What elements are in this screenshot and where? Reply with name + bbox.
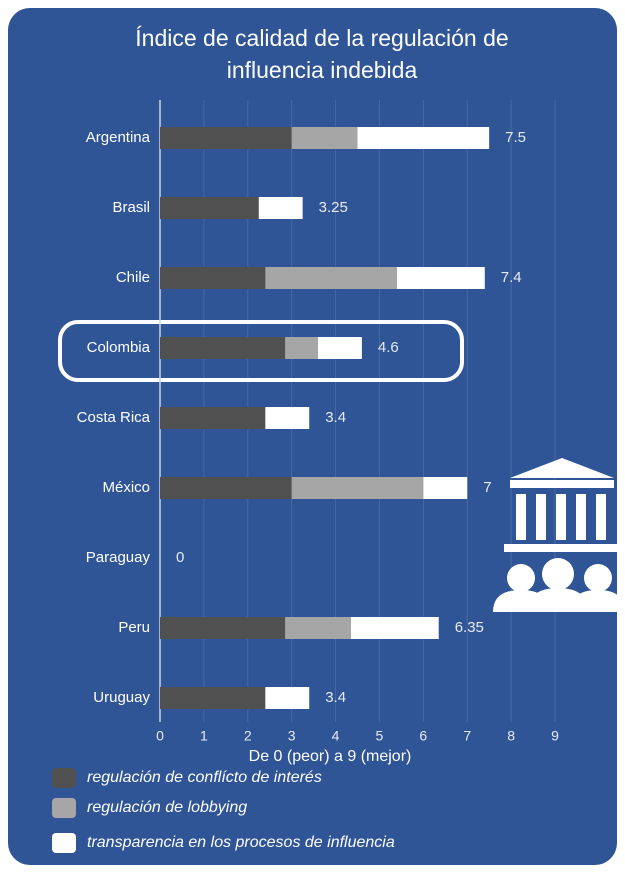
y-tick-label: Argentina bbox=[86, 129, 151, 146]
legend-swatch bbox=[52, 798, 76, 818]
legend-label: regulación de lobbying bbox=[87, 799, 247, 816]
y-tick-label: Chile bbox=[116, 269, 150, 286]
y-tick-label: Costa Rica bbox=[77, 409, 151, 426]
bar-segment bbox=[291, 127, 358, 149]
legend-label: regulación de conflícto de interés bbox=[87, 769, 322, 786]
bar-segment bbox=[357, 127, 490, 149]
value-label: 7 bbox=[483, 479, 491, 496]
bar-segment bbox=[265, 407, 310, 429]
bar-segment bbox=[160, 197, 259, 219]
bar-segment bbox=[258, 197, 303, 219]
value-label: 0 bbox=[176, 549, 184, 566]
y-tick-label: Brasil bbox=[112, 199, 150, 216]
x-tick-label: 3 bbox=[288, 728, 296, 744]
bar-segment bbox=[160, 687, 266, 709]
y-tick-label: Colombia bbox=[87, 339, 151, 356]
x-tick-label: 2 bbox=[244, 728, 252, 744]
value-label: 3.25 bbox=[319, 199, 348, 216]
legend-label: transparencia en los procesos de influen… bbox=[87, 834, 395, 851]
x-tick-label: 6 bbox=[419, 728, 427, 744]
bar-segment bbox=[285, 337, 318, 359]
x-tick-label: 5 bbox=[376, 728, 384, 744]
value-label: 4.6 bbox=[378, 339, 399, 356]
value-label: 6.35 bbox=[455, 619, 484, 636]
x-tick-label: 0 bbox=[156, 728, 164, 744]
value-label: 3.4 bbox=[325, 689, 346, 706]
bar-segment bbox=[423, 477, 468, 499]
y-tick-label: Peru bbox=[118, 619, 150, 636]
x-tick-label: 8 bbox=[507, 728, 515, 744]
legend-swatch bbox=[52, 768, 76, 788]
bar-segment bbox=[160, 407, 266, 429]
y-tick-label: Paraguay bbox=[86, 549, 151, 566]
bar-segment bbox=[291, 477, 424, 499]
x-tick-label: 9 bbox=[551, 728, 559, 744]
x-tick-label: 1 bbox=[200, 728, 208, 744]
bar-segment bbox=[160, 337, 286, 359]
value-label: 3.4 bbox=[325, 409, 346, 426]
x-axis-label: De 0 (peor) a 9 (mejor) bbox=[249, 748, 412, 765]
chart-title: influencia indebida bbox=[227, 57, 418, 83]
bar-segment bbox=[160, 127, 292, 149]
bar-segment bbox=[160, 267, 266, 289]
bar-segment bbox=[265, 267, 397, 289]
legend-swatch bbox=[52, 833, 76, 853]
bar-segment bbox=[265, 687, 310, 709]
bar-segment bbox=[160, 477, 292, 499]
value-label: 7.5 bbox=[505, 129, 526, 146]
y-tick-label: México bbox=[102, 479, 150, 496]
y-tick-label: Uruguay bbox=[93, 689, 150, 706]
bar-segment bbox=[285, 617, 351, 639]
institution-icon bbox=[493, 458, 625, 612]
value-label: 7.4 bbox=[501, 269, 522, 286]
bar-segment bbox=[397, 267, 485, 289]
bar-segment bbox=[160, 617, 286, 639]
bar-segment bbox=[318, 337, 362, 359]
x-tick-label: 7 bbox=[463, 728, 471, 744]
x-tick-label: 4 bbox=[332, 728, 340, 744]
bar-segment bbox=[350, 617, 439, 639]
highlight-box bbox=[58, 320, 464, 382]
chart-title: Índice de calidad de la regulación de bbox=[135, 25, 508, 51]
